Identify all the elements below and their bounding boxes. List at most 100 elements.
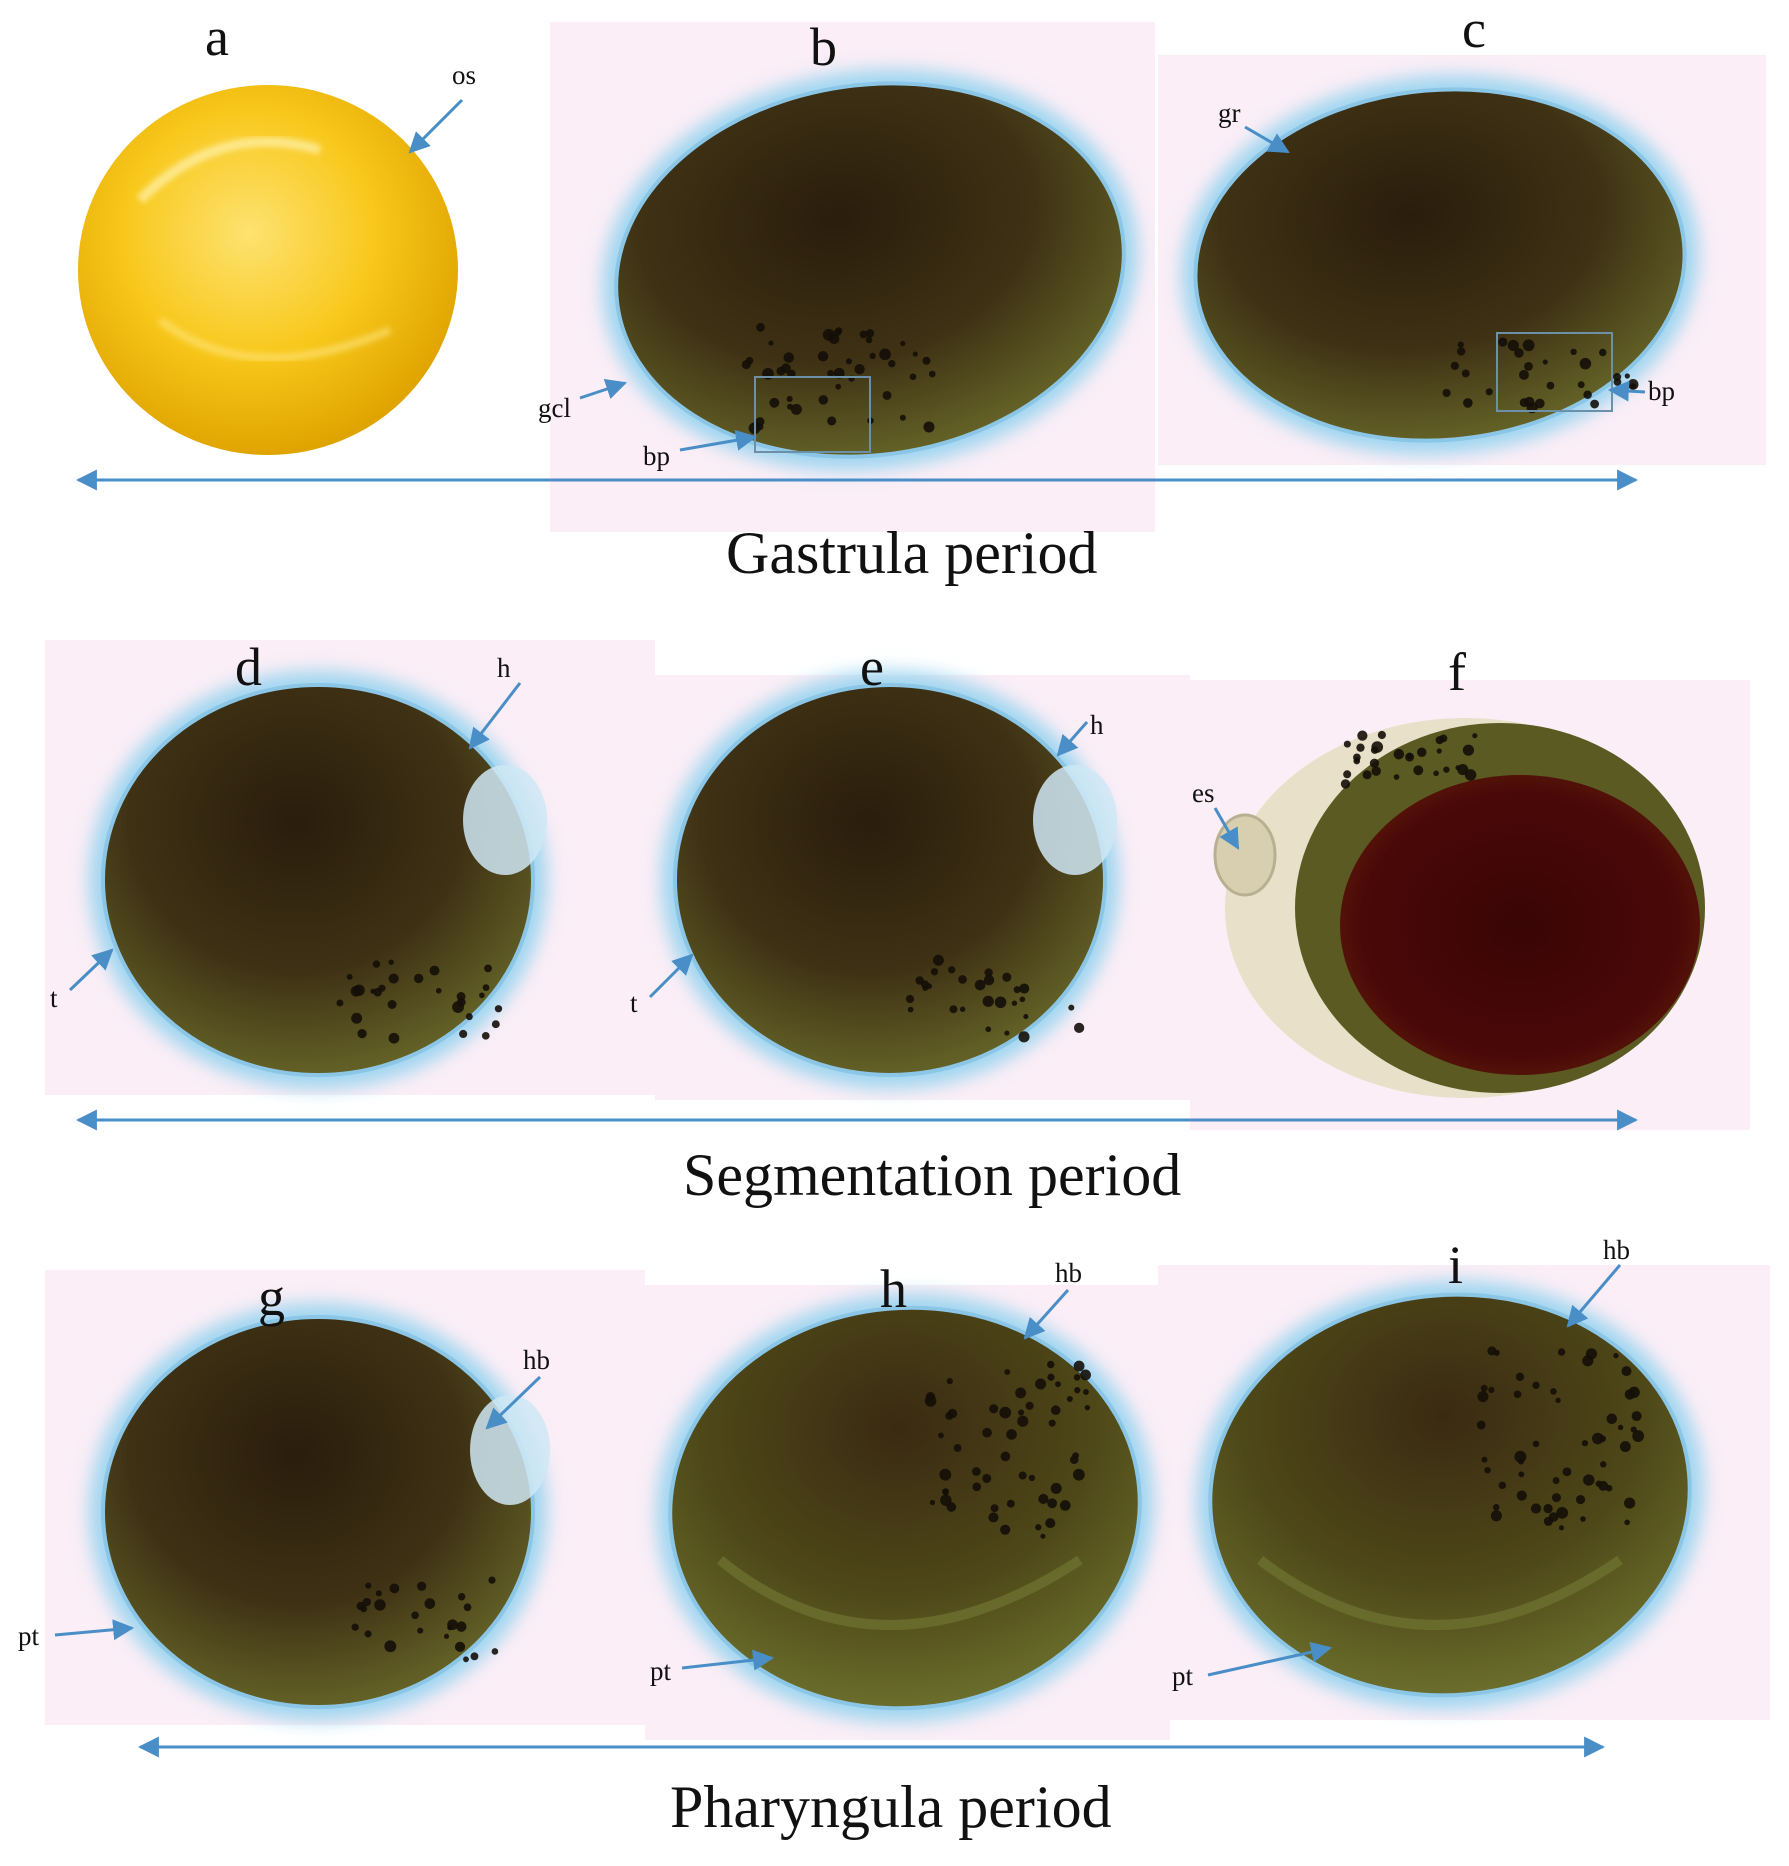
pigment-spot xyxy=(1498,337,1508,347)
pigment-spot xyxy=(932,954,944,966)
annotation-arrows xyxy=(54,98,1646,1758)
pigment-spot xyxy=(790,403,802,415)
pigment-spot xyxy=(984,968,993,977)
pigment-spot xyxy=(1017,1415,1029,1427)
pigment-spot xyxy=(994,996,1007,1009)
embryo-g xyxy=(89,1303,550,1721)
pigment-spot xyxy=(357,1028,367,1039)
pigment-spot xyxy=(1068,1004,1075,1011)
pigment-spot xyxy=(942,1488,950,1496)
pigment-spot xyxy=(481,1032,490,1040)
pigment-spot xyxy=(1357,730,1368,741)
panel-label-d: d xyxy=(235,637,262,697)
panel-label-c: c xyxy=(1462,0,1486,59)
pigment-spot xyxy=(1362,770,1372,780)
pigment-spot xyxy=(827,369,835,377)
pigment-spot xyxy=(1498,1481,1507,1490)
pigment-spot xyxy=(1413,765,1424,776)
pigment-spot xyxy=(424,1598,436,1609)
head-region xyxy=(470,1395,550,1505)
pigment-spot xyxy=(1480,1384,1488,1392)
embryo-i xyxy=(1196,1280,1704,1710)
pigment-spot xyxy=(783,352,795,363)
pigment-spot xyxy=(1546,381,1555,390)
label-bp-b: bp xyxy=(643,441,670,471)
pigment-spot xyxy=(1050,1482,1062,1494)
pigment-spot xyxy=(768,340,774,346)
pigment-spot xyxy=(923,421,935,433)
pigment-spot xyxy=(835,383,842,390)
pigment-spot xyxy=(949,1005,958,1014)
pigment-spot xyxy=(1570,348,1577,356)
pigment-spot xyxy=(463,1603,472,1612)
pigment-spot xyxy=(1343,740,1351,748)
pigment-spot xyxy=(1340,779,1351,789)
pigment-spot xyxy=(1555,1397,1561,1403)
yolk xyxy=(101,683,535,1077)
pigment-spot xyxy=(1405,752,1415,762)
pigment-spot xyxy=(828,333,840,345)
pigment-spot xyxy=(1518,1471,1525,1478)
pigment-spot xyxy=(983,974,995,986)
annotation-arrow xyxy=(679,429,758,452)
pigment-spot xyxy=(1600,1461,1607,1468)
pigment-spot xyxy=(1556,1506,1569,1519)
pigment-spot xyxy=(1522,339,1535,352)
annotation-arrow xyxy=(1207,1641,1333,1677)
pigment-spot xyxy=(1417,747,1427,757)
pigment-spot xyxy=(946,1378,953,1385)
eye-spot xyxy=(1213,813,1277,897)
pigment-spot xyxy=(1002,972,1012,982)
pigment-spot xyxy=(845,358,852,365)
pigment-spot xyxy=(1519,369,1529,380)
pigment-spot xyxy=(999,1406,1012,1419)
pigment-spot xyxy=(1066,1396,1073,1403)
pigment-spot xyxy=(1080,1369,1091,1381)
pigment-spot xyxy=(959,1006,966,1012)
pigment-spot xyxy=(1047,1360,1055,1369)
pigment-spot xyxy=(1018,1409,1025,1416)
pigment-spot xyxy=(1577,381,1585,389)
pigment-spot xyxy=(447,1624,453,1631)
label-es: es xyxy=(1192,778,1215,808)
pigment-spot xyxy=(926,983,933,990)
pigment-spot xyxy=(1023,1014,1029,1020)
pigment-spot xyxy=(374,1599,386,1611)
pigment-spot xyxy=(1084,1404,1091,1411)
pigment-spot xyxy=(833,367,845,379)
pigment-spot xyxy=(1562,1467,1572,1477)
pigment-spot xyxy=(1519,398,1529,408)
yolk xyxy=(101,1315,535,1709)
pigment-spot xyxy=(1083,1389,1089,1395)
pigment-spot xyxy=(786,395,793,402)
pigment-spot xyxy=(905,994,915,1004)
panel-label-h: h xyxy=(880,1259,907,1319)
pigment-spot xyxy=(865,336,873,344)
yolk xyxy=(668,1305,1142,1711)
pigment-spot xyxy=(465,1013,473,1021)
pigment-spot xyxy=(1455,765,1461,771)
label-pt-i: pt xyxy=(1172,1661,1194,1691)
label-pt-h: pt xyxy=(650,1656,672,1686)
pigment-spot xyxy=(1477,1391,1489,1403)
pigment-spot xyxy=(756,423,764,431)
pigment-spot xyxy=(459,1029,468,1039)
pigment-spot xyxy=(463,1656,469,1663)
pigment-spot xyxy=(879,348,891,361)
embryo-f xyxy=(1213,718,1705,1098)
pigment-spot xyxy=(346,973,353,980)
pigment-spot xyxy=(929,1499,936,1506)
pigment-spot xyxy=(1476,1420,1486,1430)
period-title-gastrula: Gastrula period xyxy=(726,520,1098,586)
label-hb-g: hb xyxy=(523,1345,550,1375)
pigment-spot xyxy=(1624,1497,1636,1509)
pigment-spot xyxy=(388,959,394,965)
pigment-spot xyxy=(882,390,892,400)
pigment-spot xyxy=(1507,339,1519,351)
pigment-spot xyxy=(1439,734,1448,743)
pigment-spot xyxy=(741,360,751,370)
pigment-spot xyxy=(939,1468,952,1481)
pigment-spot xyxy=(982,1473,992,1483)
pigment-spot xyxy=(413,973,424,984)
